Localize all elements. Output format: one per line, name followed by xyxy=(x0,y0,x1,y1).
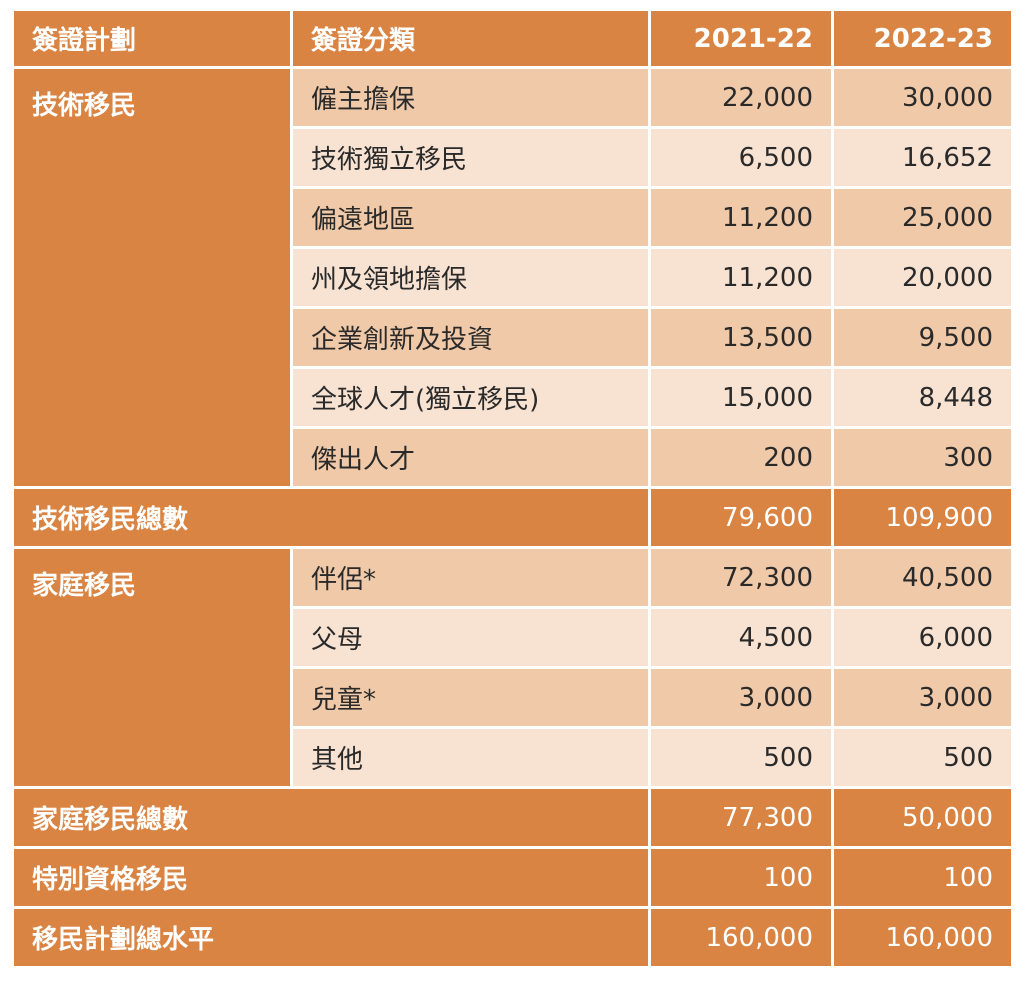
table-row: 偏遠地區 11,200 25,000 xyxy=(13,186,1014,249)
category-cell: 僱主擔保 xyxy=(290,66,651,129)
value-cell-2021-22: 3,000 xyxy=(648,666,834,729)
value-cell-2021-22: 72,300 xyxy=(648,546,834,609)
table-row: 父母 4,500 6,000 xyxy=(13,606,1014,669)
subtotal-row-skill: 技術移民總數 79,600 109,900 xyxy=(11,486,1014,549)
category-cell: 技術獨立移民 xyxy=(290,126,651,189)
category-cell: 偏遠地區 xyxy=(290,186,651,249)
table-row: 技術獨立移民 6,500 16,652 xyxy=(13,126,1014,189)
table-row: 企業創新及投資 13,500 9,500 xyxy=(13,306,1014,369)
table-row: 州及領地擔保 11,200 20,000 xyxy=(13,246,1014,309)
grand-total-row: 移民計劃總水平 160,000 160,000 xyxy=(11,906,1014,969)
value-cell-2021-22: 200 xyxy=(648,426,834,489)
group-label-family: 家庭移民 xyxy=(11,546,293,789)
value-cell-2021-22: 15,000 xyxy=(648,366,834,429)
value-cell-2021-22: 6,500 xyxy=(648,126,834,189)
table-row: 全球人才(獨立移民) 15,000 8,448 xyxy=(13,366,1014,429)
subtotal-row-family: 家庭移民總數 77,300 50,000 xyxy=(11,786,1014,849)
special-eligibility-value-2021-22: 100 xyxy=(648,846,834,909)
category-cell: 傑出人才 xyxy=(290,426,651,489)
subtotal-label: 技術移民總數 xyxy=(11,486,651,549)
table-row: 兒童* 3,000 3,000 xyxy=(13,666,1014,729)
value-cell-2022-23: 25,000 xyxy=(831,186,1014,249)
header-program: 簽證計劃 xyxy=(11,8,293,69)
table-row: 技術移民 僱主擔保 22,000 30,000 xyxy=(11,66,1014,489)
value-cell-2021-22: 4,500 xyxy=(648,606,834,669)
subtotal-value-2022-23: 50,000 xyxy=(831,786,1014,849)
value-cell-2022-23: 300 xyxy=(831,426,1014,489)
table-row: 傑出人才 200 300 xyxy=(13,426,1014,489)
value-cell-2022-23: 6,000 xyxy=(831,606,1014,669)
header-year-2022-23: 2022-23 xyxy=(831,8,1014,69)
group-label-skill: 技術移民 xyxy=(11,66,293,489)
category-cell: 州及領地擔保 xyxy=(290,246,651,309)
category-cell: 其他 xyxy=(290,726,651,789)
special-eligibility-value-2022-23: 100 xyxy=(831,846,1014,909)
value-cell-2022-23: 30,000 xyxy=(831,66,1014,129)
subtotal-value-2021-22: 77,300 xyxy=(648,786,834,849)
value-cell-2022-23: 500 xyxy=(831,726,1014,789)
value-cell-2021-22: 11,200 xyxy=(648,186,834,249)
category-cell: 兒童* xyxy=(290,666,651,729)
value-cell-2021-22: 500 xyxy=(648,726,834,789)
subtotal-value-2022-23: 109,900 xyxy=(831,486,1014,549)
special-eligibility-label: 特別資格移民 xyxy=(11,846,651,909)
value-cell-2022-23: 8,448 xyxy=(831,366,1014,429)
category-cell: 伴侶* xyxy=(290,546,651,609)
grand-total-value-2022-23: 160,000 xyxy=(831,906,1014,969)
grand-total-value-2021-22: 160,000 xyxy=(648,906,834,969)
category-cell: 全球人才(獨立移民) xyxy=(290,366,651,429)
value-cell-2021-22: 11,200 xyxy=(648,246,834,309)
category-cell: 企業創新及投資 xyxy=(290,306,651,369)
value-cell-2021-22: 13,500 xyxy=(648,306,834,369)
table-row: 家庭移民 伴侶* 72,300 40,500 xyxy=(11,546,1014,789)
value-cell-2022-23: 3,000 xyxy=(831,666,1014,729)
value-cell-2022-23: 16,652 xyxy=(831,126,1014,189)
subtotal-value-2021-22: 79,600 xyxy=(648,486,834,549)
value-cell-2022-23: 9,500 xyxy=(831,306,1014,369)
value-cell-2021-22: 22,000 xyxy=(648,66,834,129)
special-eligibility-row: 特別資格移民 100 100 xyxy=(11,846,1014,909)
value-cell-2022-23: 40,500 xyxy=(831,546,1014,609)
table-header-row: 簽證計劃 簽證分類 2021-22 2022-23 xyxy=(11,8,1014,69)
grand-total-label: 移民計劃總水平 xyxy=(11,906,651,969)
table-row: 其他 500 500 xyxy=(13,726,1014,789)
value-cell-2022-23: 20,000 xyxy=(831,246,1014,309)
visa-program-table-container: 簽證計劃 簽證分類 2021-22 2022-23 技術移民 僱主擔保 22,0… xyxy=(11,8,1014,986)
subtotal-label: 家庭移民總數 xyxy=(11,786,651,849)
category-cell: 父母 xyxy=(290,606,651,669)
header-year-2021-22: 2021-22 xyxy=(648,8,834,69)
visa-program-table: 簽證計劃 簽證分類 2021-22 2022-23 技術移民 僱主擔保 22,0… xyxy=(11,8,1014,969)
header-category: 簽證分類 xyxy=(290,8,651,69)
